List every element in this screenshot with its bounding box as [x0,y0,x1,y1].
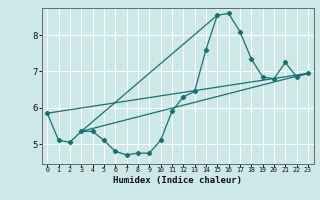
X-axis label: Humidex (Indice chaleur): Humidex (Indice chaleur) [113,176,242,185]
